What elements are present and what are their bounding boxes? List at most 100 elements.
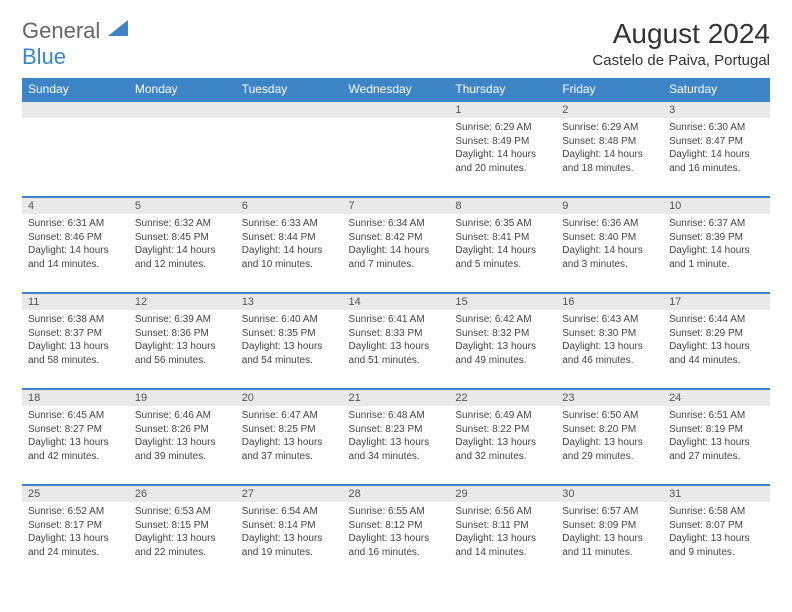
day-cell: 4Sunrise: 6:31 AMSunset: 8:46 PMDaylight… [22, 197, 129, 293]
day-details: Sunrise: 6:29 AMSunset: 8:48 PMDaylight:… [556, 118, 663, 179]
header: General Blue August 2024 Castelo de Paiv… [22, 18, 770, 70]
day-details: Sunrise: 6:42 AMSunset: 8:32 PMDaylight:… [449, 310, 556, 371]
day-details: Sunrise: 6:43 AMSunset: 8:30 PMDaylight:… [556, 310, 663, 371]
day-cell: 2Sunrise: 6:29 AMSunset: 8:48 PMDaylight… [556, 101, 663, 197]
day-number: 31 [663, 486, 770, 502]
day-cell: 8Sunrise: 6:35 AMSunset: 8:41 PMDaylight… [449, 197, 556, 293]
logo-text: General Blue [22, 18, 130, 70]
sunset-line: Sunset: 8:48 PM [562, 135, 657, 149]
week-row: 11Sunrise: 6:38 AMSunset: 8:37 PMDayligh… [22, 293, 770, 389]
day-cell: 31Sunrise: 6:58 AMSunset: 8:07 PMDayligh… [663, 485, 770, 581]
daylight-line: Daylight: 13 hours and 34 minutes. [349, 436, 444, 463]
logo-word-2: Blue [22, 44, 66, 69]
day-number: 23 [556, 390, 663, 406]
sunrise-line: Sunrise: 6:53 AM [135, 505, 230, 519]
day-details: Sunrise: 6:50 AMSunset: 8:20 PMDaylight:… [556, 406, 663, 467]
calendar-body: 1Sunrise: 6:29 AMSunset: 8:49 PMDaylight… [22, 101, 770, 581]
day-cell: 26Sunrise: 6:53 AMSunset: 8:15 PMDayligh… [129, 485, 236, 581]
sunset-line: Sunset: 8:32 PM [455, 327, 550, 341]
month-title: August 2024 [592, 18, 770, 50]
sunrise-line: Sunrise: 6:36 AM [562, 217, 657, 231]
day-cell: 18Sunrise: 6:45 AMSunset: 8:27 PMDayligh… [22, 389, 129, 485]
day-header: Tuesday [236, 78, 343, 101]
sunrise-line: Sunrise: 6:30 AM [669, 121, 764, 135]
day-cell: 14Sunrise: 6:41 AMSunset: 8:33 PMDayligh… [343, 293, 450, 389]
day-details: Sunrise: 6:41 AMSunset: 8:33 PMDaylight:… [343, 310, 450, 371]
sunset-line: Sunset: 8:12 PM [349, 519, 444, 533]
daylight-line: Daylight: 13 hours and 32 minutes. [455, 436, 550, 463]
sunrise-line: Sunrise: 6:51 AM [669, 409, 764, 423]
day-cell: 17Sunrise: 6:44 AMSunset: 8:29 PMDayligh… [663, 293, 770, 389]
day-cell: 7Sunrise: 6:34 AMSunset: 8:42 PMDaylight… [343, 197, 450, 293]
day-cell: 27Sunrise: 6:54 AMSunset: 8:14 PMDayligh… [236, 485, 343, 581]
logo: General Blue [22, 18, 130, 70]
day-number: 14 [343, 294, 450, 310]
day-number: 16 [556, 294, 663, 310]
day-number: 27 [236, 486, 343, 502]
sunrise-line: Sunrise: 6:45 AM [28, 409, 123, 423]
daylight-line: Daylight: 14 hours and 14 minutes. [28, 244, 123, 271]
day-cell: 28Sunrise: 6:55 AMSunset: 8:12 PMDayligh… [343, 485, 450, 581]
day-details: Sunrise: 6:44 AMSunset: 8:29 PMDaylight:… [663, 310, 770, 371]
day-cell: 1Sunrise: 6:29 AMSunset: 8:49 PMDaylight… [449, 101, 556, 197]
day-details: Sunrise: 6:47 AMSunset: 8:25 PMDaylight:… [236, 406, 343, 467]
day-cell: 21Sunrise: 6:48 AMSunset: 8:23 PMDayligh… [343, 389, 450, 485]
day-cell: 6Sunrise: 6:33 AMSunset: 8:44 PMDaylight… [236, 197, 343, 293]
day-number: 2 [556, 102, 663, 118]
day-cell: 13Sunrise: 6:40 AMSunset: 8:35 PMDayligh… [236, 293, 343, 389]
day-cell: 15Sunrise: 6:42 AMSunset: 8:32 PMDayligh… [449, 293, 556, 389]
day-cell: 16Sunrise: 6:43 AMSunset: 8:30 PMDayligh… [556, 293, 663, 389]
sunrise-line: Sunrise: 6:29 AM [455, 121, 550, 135]
sunrise-line: Sunrise: 6:32 AM [135, 217, 230, 231]
sunrise-line: Sunrise: 6:54 AM [242, 505, 337, 519]
day-number: 26 [129, 486, 236, 502]
day-header: Monday [129, 78, 236, 101]
sunset-line: Sunset: 8:07 PM [669, 519, 764, 533]
sunset-line: Sunset: 8:09 PM [562, 519, 657, 533]
day-header: Friday [556, 78, 663, 101]
sunset-line: Sunset: 8:44 PM [242, 231, 337, 245]
day-number: 24 [663, 390, 770, 406]
daylight-line: Daylight: 13 hours and 39 minutes. [135, 436, 230, 463]
daylight-line: Daylight: 14 hours and 3 minutes. [562, 244, 657, 271]
day-cell: 19Sunrise: 6:46 AMSunset: 8:26 PMDayligh… [129, 389, 236, 485]
day-details: Sunrise: 6:55 AMSunset: 8:12 PMDaylight:… [343, 502, 450, 563]
day-number: 13 [236, 294, 343, 310]
day-number [129, 102, 236, 118]
day-cell: 3Sunrise: 6:30 AMSunset: 8:47 PMDaylight… [663, 101, 770, 197]
day-number: 20 [236, 390, 343, 406]
day-number: 11 [22, 294, 129, 310]
sunrise-line: Sunrise: 6:41 AM [349, 313, 444, 327]
day-cell: 23Sunrise: 6:50 AMSunset: 8:20 PMDayligh… [556, 389, 663, 485]
sunrise-line: Sunrise: 6:34 AM [349, 217, 444, 231]
daylight-line: Daylight: 13 hours and 42 minutes. [28, 436, 123, 463]
sunset-line: Sunset: 8:27 PM [28, 423, 123, 437]
day-details: Sunrise: 6:51 AMSunset: 8:19 PMDaylight:… [663, 406, 770, 467]
daylight-line: Daylight: 13 hours and 11 minutes. [562, 532, 657, 559]
daylight-line: Daylight: 14 hours and 7 minutes. [349, 244, 444, 271]
day-details: Sunrise: 6:46 AMSunset: 8:26 PMDaylight:… [129, 406, 236, 467]
day-details: Sunrise: 6:52 AMSunset: 8:17 PMDaylight:… [22, 502, 129, 563]
title-block: August 2024 Castelo de Paiva, Portugal [592, 18, 770, 69]
day-cell: 9Sunrise: 6:36 AMSunset: 8:40 PMDaylight… [556, 197, 663, 293]
sunset-line: Sunset: 8:37 PM [28, 327, 123, 341]
day-number: 19 [129, 390, 236, 406]
logo-word-1: General [22, 18, 100, 43]
sunset-line: Sunset: 8:47 PM [669, 135, 764, 149]
sunset-line: Sunset: 8:26 PM [135, 423, 230, 437]
sunrise-line: Sunrise: 6:49 AM [455, 409, 550, 423]
daylight-line: Daylight: 13 hours and 44 minutes. [669, 340, 764, 367]
day-details: Sunrise: 6:32 AMSunset: 8:45 PMDaylight:… [129, 214, 236, 275]
day-cell: 29Sunrise: 6:56 AMSunset: 8:11 PMDayligh… [449, 485, 556, 581]
day-details: Sunrise: 6:49 AMSunset: 8:22 PMDaylight:… [449, 406, 556, 467]
sunset-line: Sunset: 8:14 PM [242, 519, 337, 533]
day-number: 29 [449, 486, 556, 502]
daylight-line: Daylight: 13 hours and 37 minutes. [242, 436, 337, 463]
sunset-line: Sunset: 8:25 PM [242, 423, 337, 437]
daylight-line: Daylight: 14 hours and 5 minutes. [455, 244, 550, 271]
day-number: 8 [449, 198, 556, 214]
sunrise-line: Sunrise: 6:57 AM [562, 505, 657, 519]
day-number: 30 [556, 486, 663, 502]
day-number: 1 [449, 102, 556, 118]
day-details: Sunrise: 6:30 AMSunset: 8:47 PMDaylight:… [663, 118, 770, 179]
